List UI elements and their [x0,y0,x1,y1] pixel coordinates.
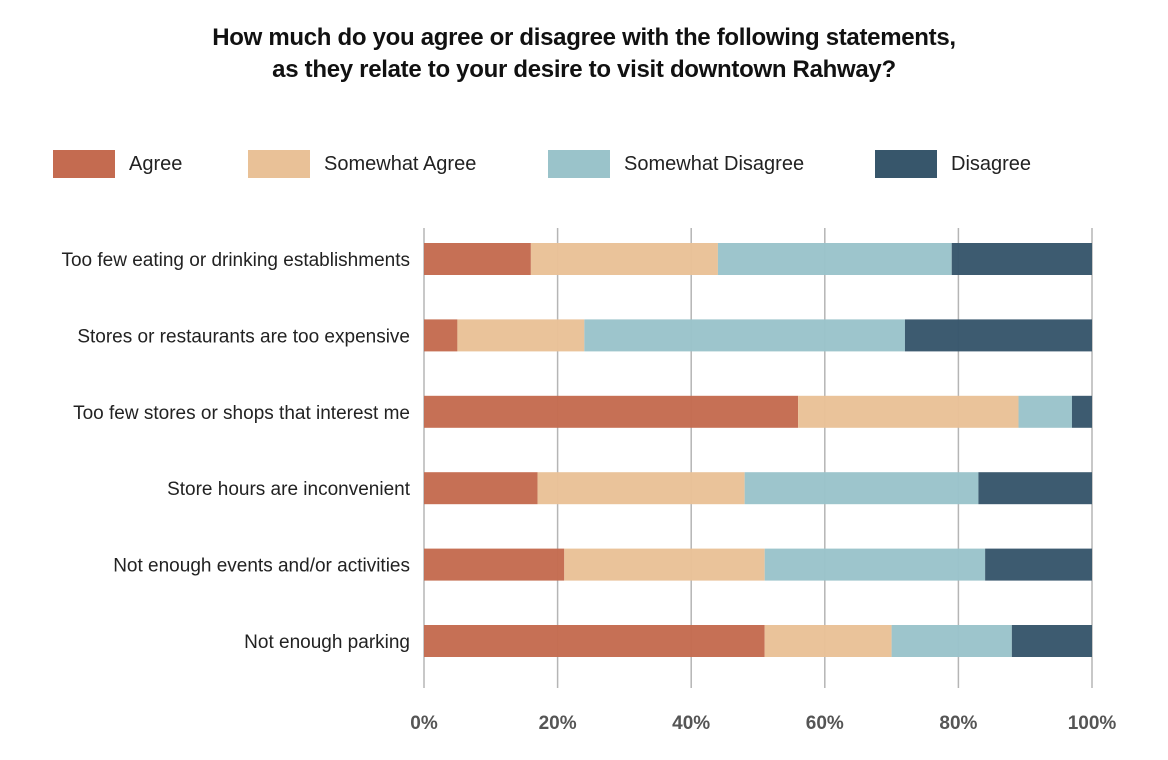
category-label: Too few eating or drinking establishment… [61,250,410,271]
bar-somewhat-disagree-stores-or-restaurants-are-too-expensive [584,319,905,352]
chart-title-line-1: How much do you agree or disagree with t… [212,24,956,51]
legend-label-agree: Agree [129,152,183,175]
legend-label-somewhat-agree: Somewhat Agree [324,152,477,175]
chart-title: How much do you agree or disagree with t… [0,22,1168,86]
legend-swatch-somewhat-disagree [548,150,610,178]
bar-somewhat-agree-too-few-eating-or-drinking-establishments [530,243,718,275]
category-label: Stores or restaurants are too expensive [77,326,410,347]
bar-disagree-not-enough-events-and-or-activities [985,548,1092,581]
x-tick-label: 60% [806,713,844,734]
category-label: Too few stores or shops that interest me [73,403,410,424]
legend-item-agree: Agree [53,150,182,178]
legend-swatch-somewhat-agree [248,150,310,178]
bar-somewhat-agree-not-enough-parking [764,625,892,657]
legend-item-somewhat-agree: Somewhat Agree [248,150,476,178]
bar-disagree-stores-or-restaurants-are-too-expensive [904,319,1092,352]
bar-disagree-too-few-stores-or-shops-that-interest-me [1071,395,1092,428]
bar-disagree-not-enough-parking [1011,625,1092,657]
category-label: Store hours are inconvenient [167,479,411,500]
bar-somewhat-agree-too-few-stores-or-shops-that-interest-me [798,395,1019,428]
bar-disagree-too-few-eating-or-drinking-establishments [951,243,1092,275]
bar-somewhat-disagree-not-enough-parking [891,625,1012,657]
x-tick-label: 20% [539,713,577,734]
category-label: Not enough events and/or activities [113,556,410,577]
legend-swatch-disagree [875,150,937,178]
legend-label-disagree: Disagree [951,152,1032,175]
bar-agree-not-enough-events-and-or-activities [424,548,565,581]
legend-label-somewhat-disagree: Somewhat Disagree [624,152,805,175]
bar-somewhat-agree-not-enough-events-and-or-activities [564,548,765,581]
bar-somewhat-agree-store-hours-are-inconvenient [537,472,745,505]
category-label: Not enough parking [244,632,410,653]
legend-item-disagree: Disagree [875,150,1031,178]
x-tick-label: 0% [410,713,438,734]
bar-somewhat-disagree-not-enough-events-and-or-activities [764,548,986,581]
bar-somewhat-agree-stores-or-restaurants-are-too-expensive [457,319,585,352]
bar-somewhat-disagree-too-few-eating-or-drinking-establishments [717,243,952,275]
bar-agree-stores-or-restaurants-are-too-expensive [424,319,458,352]
bar-agree-too-few-stores-or-shops-that-interest-me [424,395,799,428]
legend-item-somewhat-disagree: Somewhat Disagree [548,150,804,178]
bar-somewhat-disagree-store-hours-are-inconvenient [744,472,979,505]
bar-agree-not-enough-parking [424,625,765,657]
chart-title-line-2: as they relate to your desire to visit d… [272,56,896,83]
bar-agree-too-few-eating-or-drinking-establishments [424,243,531,275]
bar-agree-store-hours-are-inconvenient [424,472,538,505]
x-tick-label: 80% [939,713,977,734]
bar-somewhat-disagree-too-few-stores-or-shops-that-interest-me [1018,395,1072,428]
legend-swatch-agree [53,150,115,178]
x-tick-label: 40% [672,713,710,734]
bar-disagree-store-hours-are-inconvenient [978,472,1092,505]
x-tick-label: 100% [1068,713,1117,734]
